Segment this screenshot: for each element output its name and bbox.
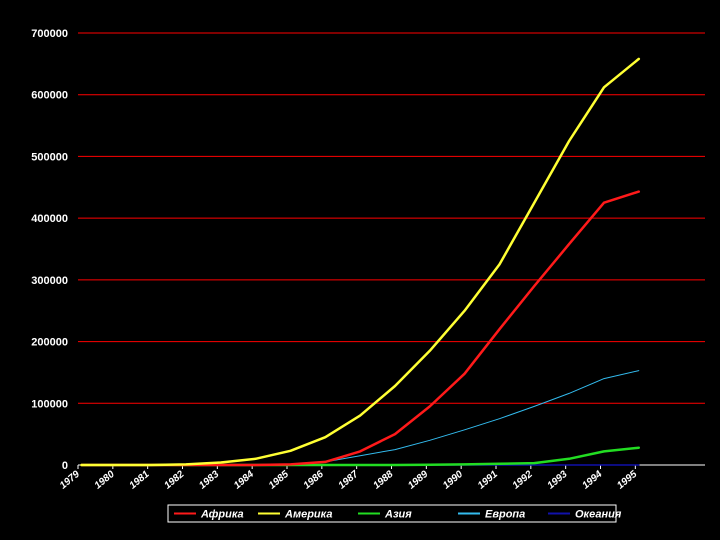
legend-label: Африка [200, 509, 244, 521]
y-tick-label: 100000 [31, 398, 68, 410]
y-axis-ticks: 0 100000 200000 300000 400000 500000 600000 700… [31, 28, 68, 472]
y-tick-label: 400000 [31, 213, 68, 225]
series-lines [80, 57, 641, 467]
legend-label: Европа [485, 509, 525, 521]
legend-label: Океания [575, 509, 622, 521]
y-tick-label: 200000 [31, 337, 68, 349]
y-tick-label: 300000 [31, 275, 68, 287]
y-tick-label: 0 [62, 460, 68, 472]
legend-label: Азия [384, 509, 412, 521]
legend-label: Америка [284, 509, 332, 521]
legend-box [167, 504, 617, 523]
y-tick-label: 500000 [31, 151, 68, 163]
y-tick-label: 700000 [31, 28, 68, 40]
plot-background [6, 18, 714, 532]
legend: Африка Америка Азия Европа Океания [167, 504, 622, 523]
series-line [80, 57, 641, 467]
y-tick-label: 600000 [31, 90, 68, 102]
